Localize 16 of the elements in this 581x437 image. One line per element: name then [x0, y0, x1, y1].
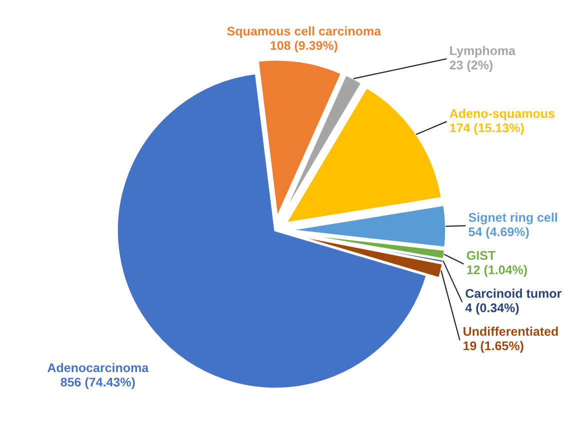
slice-label: Squamous cell carcinoma	[227, 26, 382, 38]
slice-label: Lymphoma	[450, 46, 516, 58]
slice-label: Undifferentiated	[464, 326, 558, 336]
slice-label: Adenocarcinoma	[47, 363, 149, 372]
data-label: 174 (15.13%)	[450, 123, 524, 135]
data-label: 856 (74.43%)	[60, 377, 135, 390]
data-label: 54 (4.69%)	[468, 227, 529, 239]
slice-label: Carcinoid tumor	[466, 288, 562, 298]
data-label: 23 (2%)	[450, 60, 492, 72]
slice-label: Signet ring cell	[468, 212, 557, 224]
data-label: 19 (1.65%)	[464, 341, 524, 353]
slice-label: Adeno-squamous	[450, 108, 554, 120]
data-label: 108 (9.39%)	[270, 40, 338, 52]
data-label: 4 (0.34%)	[465, 303, 519, 315]
data-label: 12 (1.04%)	[467, 265, 527, 277]
slice-label: GIST	[466, 251, 496, 260]
